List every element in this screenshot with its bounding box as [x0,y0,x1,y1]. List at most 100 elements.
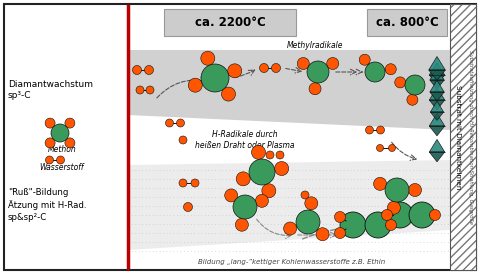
Polygon shape [430,80,444,92]
Polygon shape [429,70,445,81]
Circle shape [387,201,400,214]
Circle shape [430,210,441,221]
Polygon shape [429,87,444,100]
Circle shape [365,62,385,82]
Circle shape [405,75,425,95]
Polygon shape [430,80,444,89]
Circle shape [376,144,384,152]
Polygon shape [429,126,444,136]
Circle shape [45,118,55,128]
Circle shape [275,162,288,176]
Circle shape [395,77,406,88]
Text: Methon: Methon [48,145,76,155]
Circle shape [255,194,268,207]
Polygon shape [431,112,444,120]
Text: "Ruß"-Bildung
Ätzung mit H-Rad.
sp&sp²-C: "Ruß"-Bildung Ätzung mit H-Rad. sp&sp²-C [8,188,86,222]
Circle shape [235,218,248,231]
Circle shape [201,51,215,65]
Circle shape [183,202,192,212]
Circle shape [373,177,386,190]
Circle shape [296,210,320,234]
Circle shape [365,126,373,134]
Polygon shape [128,160,450,250]
Circle shape [236,172,250,186]
Circle shape [335,212,346,222]
Circle shape [365,212,391,238]
Polygon shape [429,56,445,70]
Circle shape [260,64,268,73]
Circle shape [177,119,184,127]
Circle shape [385,219,396,230]
Circle shape [252,145,265,159]
Polygon shape [429,100,444,110]
Circle shape [409,202,435,228]
Circle shape [221,87,236,101]
Circle shape [327,58,339,70]
Circle shape [359,54,370,65]
Circle shape [385,178,409,202]
Circle shape [179,179,187,187]
Polygon shape [128,50,450,130]
Circle shape [284,222,297,235]
Bar [450,4,476,270]
Polygon shape [430,68,444,80]
Circle shape [407,94,418,105]
Circle shape [266,151,274,159]
Circle shape [188,78,202,92]
Circle shape [191,179,199,187]
Circle shape [144,65,154,75]
Circle shape [385,64,396,75]
Circle shape [166,119,173,127]
Circle shape [249,159,275,185]
Circle shape [376,126,384,134]
Text: Diamantwachstum
sp³-C: Diamantwachstum sp³-C [8,80,93,100]
Circle shape [301,191,309,199]
Text: ca. 800°C: ca. 800°C [376,16,438,28]
Polygon shape [429,152,444,162]
Text: Wasserstoff: Wasserstoff [40,164,84,173]
Circle shape [316,228,329,241]
Polygon shape [429,139,444,152]
Polygon shape [430,92,444,101]
Circle shape [201,64,229,92]
Text: H-Radikale durch
heißen Draht oder Plasma: H-Radikale durch heißen Draht oder Plasm… [195,130,295,150]
Text: Substrataufheizung durch H₂-Rekombination Strahlung, Gasgröße: Substrataufheizung durch H₂-Rekombinatio… [468,50,472,224]
Circle shape [225,189,238,202]
Circle shape [179,136,187,144]
Circle shape [65,138,75,148]
Circle shape [387,202,413,228]
Text: Bildung „lang-”kettiger Kohlenwasserstoffe z.B. Ethin: Bildung „lang-”kettiger Kohlenwasserstof… [198,259,385,265]
Circle shape [335,227,346,238]
Circle shape [262,184,276,198]
Circle shape [408,184,421,196]
Circle shape [388,144,396,152]
Circle shape [46,156,53,164]
Circle shape [136,86,144,94]
Circle shape [382,210,393,221]
Circle shape [307,61,329,83]
Polygon shape [431,101,444,112]
Circle shape [297,58,309,70]
Polygon shape [429,75,444,85]
Text: Substrat mit Diamantkeimen: Substrat mit Diamantkeimen [455,85,461,189]
Circle shape [146,86,154,94]
Circle shape [233,195,257,219]
Circle shape [309,83,321,95]
FancyBboxPatch shape [367,9,447,36]
FancyBboxPatch shape [164,9,296,36]
Circle shape [132,65,142,75]
Circle shape [340,212,366,238]
Circle shape [228,64,242,78]
Circle shape [272,64,280,73]
Polygon shape [429,113,444,126]
Circle shape [51,124,69,142]
Text: Methylradikale: Methylradikale [287,41,343,50]
Circle shape [57,156,64,164]
Circle shape [65,118,75,128]
Circle shape [276,151,284,159]
Polygon shape [429,62,444,75]
Text: ca. 2200°C: ca. 2200°C [194,16,265,28]
Circle shape [45,138,55,148]
Circle shape [305,197,318,210]
Bar [450,4,476,270]
